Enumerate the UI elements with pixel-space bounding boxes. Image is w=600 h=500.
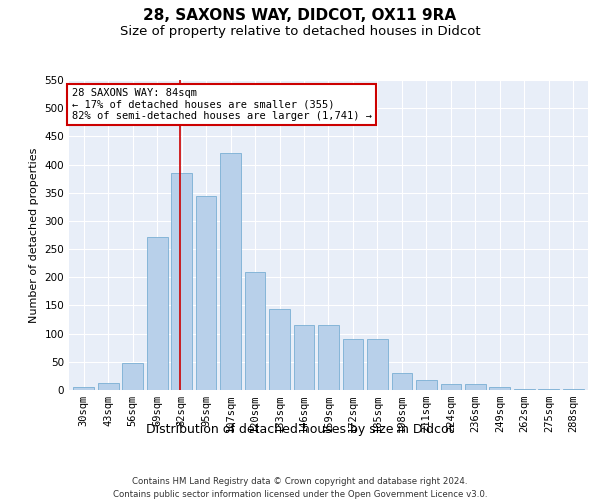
Bar [563,389,584,390]
Text: Distribution of detached houses by size in Didcot: Distribution of detached houses by size … [146,422,454,436]
Bar [490,387,510,390]
Bar [293,325,314,390]
Bar [98,383,119,390]
Bar [220,154,241,390]
Bar [269,310,290,390]
Bar [122,363,143,390]
Bar [514,389,535,390]
Text: Contains HM Land Registry data © Crown copyright and database right 2024.
Contai: Contains HM Land Registry data © Crown c… [113,478,487,499]
Bar [318,325,339,390]
Bar [465,384,486,390]
Bar [196,196,217,390]
Text: 28, SAXONS WAY, DIDCOT, OX11 9RA: 28, SAXONS WAY, DIDCOT, OX11 9RA [143,8,457,22]
Bar [392,373,412,390]
Bar [343,340,364,390]
Bar [147,236,167,390]
Bar [416,380,437,390]
Text: 28 SAXONS WAY: 84sqm
← 17% of detached houses are smaller (355)
82% of semi-deta: 28 SAXONS WAY: 84sqm ← 17% of detached h… [71,88,371,121]
Bar [73,387,94,390]
Bar [538,389,559,390]
Bar [367,340,388,390]
Text: Size of property relative to detached houses in Didcot: Size of property relative to detached ho… [119,25,481,38]
Y-axis label: Number of detached properties: Number of detached properties [29,148,39,322]
Bar [171,173,192,390]
Bar [440,384,461,390]
Bar [245,272,265,390]
